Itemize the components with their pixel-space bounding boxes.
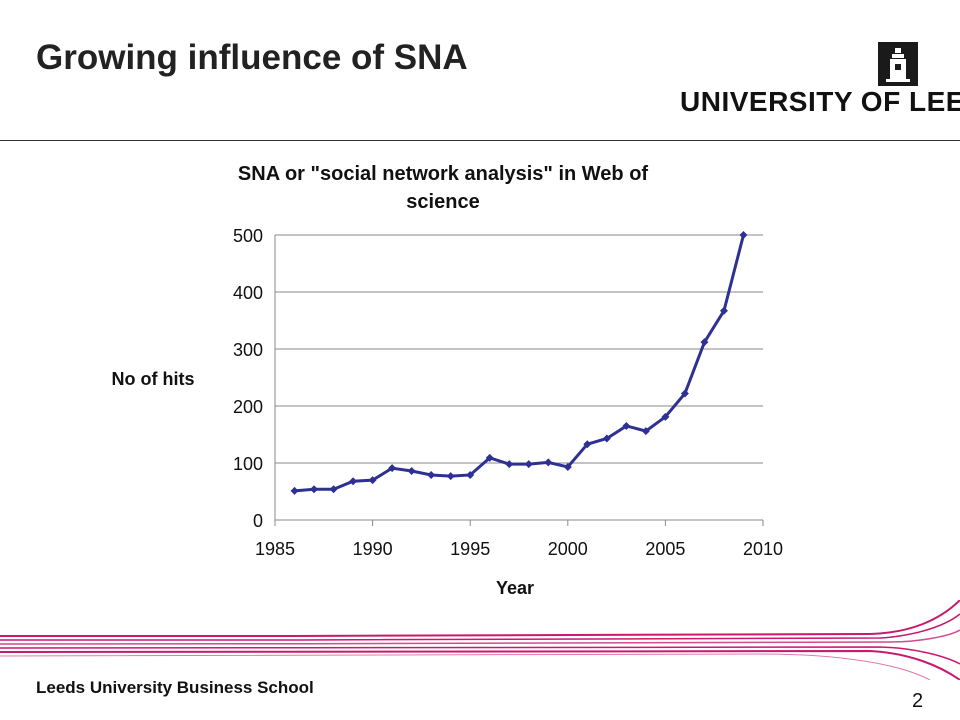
chart-title-line-1: SNA or "social network analysis" in Web … bbox=[238, 163, 649, 185]
x-tick-label: 2000 bbox=[548, 539, 588, 559]
series-markers bbox=[290, 231, 748, 495]
data-point bbox=[680, 389, 689, 398]
y-tick-label: 300 bbox=[233, 340, 263, 360]
y-tick-label: 200 bbox=[233, 397, 263, 417]
data-point bbox=[524, 460, 533, 469]
y-tick-label: 100 bbox=[233, 454, 263, 474]
data-point bbox=[466, 470, 475, 479]
data-point bbox=[368, 476, 377, 485]
logo-text: UNIVERSITY OF LEEDS bbox=[680, 86, 960, 117]
data-point bbox=[739, 231, 748, 239]
data-point bbox=[544, 458, 553, 467]
footer-school-name: Leeds University Business School bbox=[36, 678, 314, 697]
axes bbox=[274, 235, 764, 526]
x-axis-label: Year bbox=[496, 578, 534, 598]
y-axis-label: No of hits bbox=[112, 369, 195, 389]
data-point bbox=[661, 412, 670, 421]
tower-emblem-icon bbox=[878, 42, 918, 86]
data-point bbox=[583, 440, 592, 449]
y-tick-labels: 0 100 200 300 400 500 bbox=[233, 226, 263, 531]
data-point bbox=[446, 472, 455, 481]
data-point bbox=[427, 470, 436, 479]
y-tick-label: 500 bbox=[233, 226, 263, 246]
data-point bbox=[310, 485, 319, 494]
data-point bbox=[388, 464, 397, 473]
decorative-swoosh bbox=[0, 600, 960, 680]
line-chart: SNA or "social network analysis" in Web … bbox=[112, 163, 784, 598]
data-point bbox=[329, 485, 338, 494]
y-tick-label: 0 bbox=[253, 511, 263, 531]
data-point bbox=[407, 466, 416, 475]
chart-title-line-2: science bbox=[406, 191, 479, 213]
gridlines bbox=[275, 234, 763, 464]
data-point bbox=[700, 338, 709, 347]
data-point bbox=[563, 462, 572, 471]
data-point bbox=[641, 427, 650, 436]
data-point bbox=[719, 306, 728, 315]
data-point bbox=[290, 486, 299, 495]
university-logo: UNIVERSITY OF LEEDS bbox=[680, 42, 960, 122]
data-point bbox=[349, 477, 358, 486]
x-tick-label: 1995 bbox=[450, 539, 490, 559]
x-tick-labels: 1985 1990 1995 2000 2005 2010 bbox=[255, 539, 783, 559]
x-tick-label: 1990 bbox=[353, 539, 393, 559]
page-number: 2 bbox=[912, 690, 924, 712]
slide-title: Growing influence of SNA bbox=[36, 38, 468, 77]
data-point bbox=[505, 460, 514, 469]
data-point bbox=[485, 453, 494, 462]
data-point bbox=[622, 421, 631, 430]
header-divider bbox=[0, 140, 960, 141]
data-point bbox=[602, 434, 611, 443]
series-line bbox=[294, 234, 745, 493]
x-tick-label: 2010 bbox=[743, 539, 783, 559]
y-tick-label: 400 bbox=[233, 283, 263, 303]
x-tick-label: 1985 bbox=[255, 539, 295, 559]
x-tick-label: 2005 bbox=[645, 539, 685, 559]
